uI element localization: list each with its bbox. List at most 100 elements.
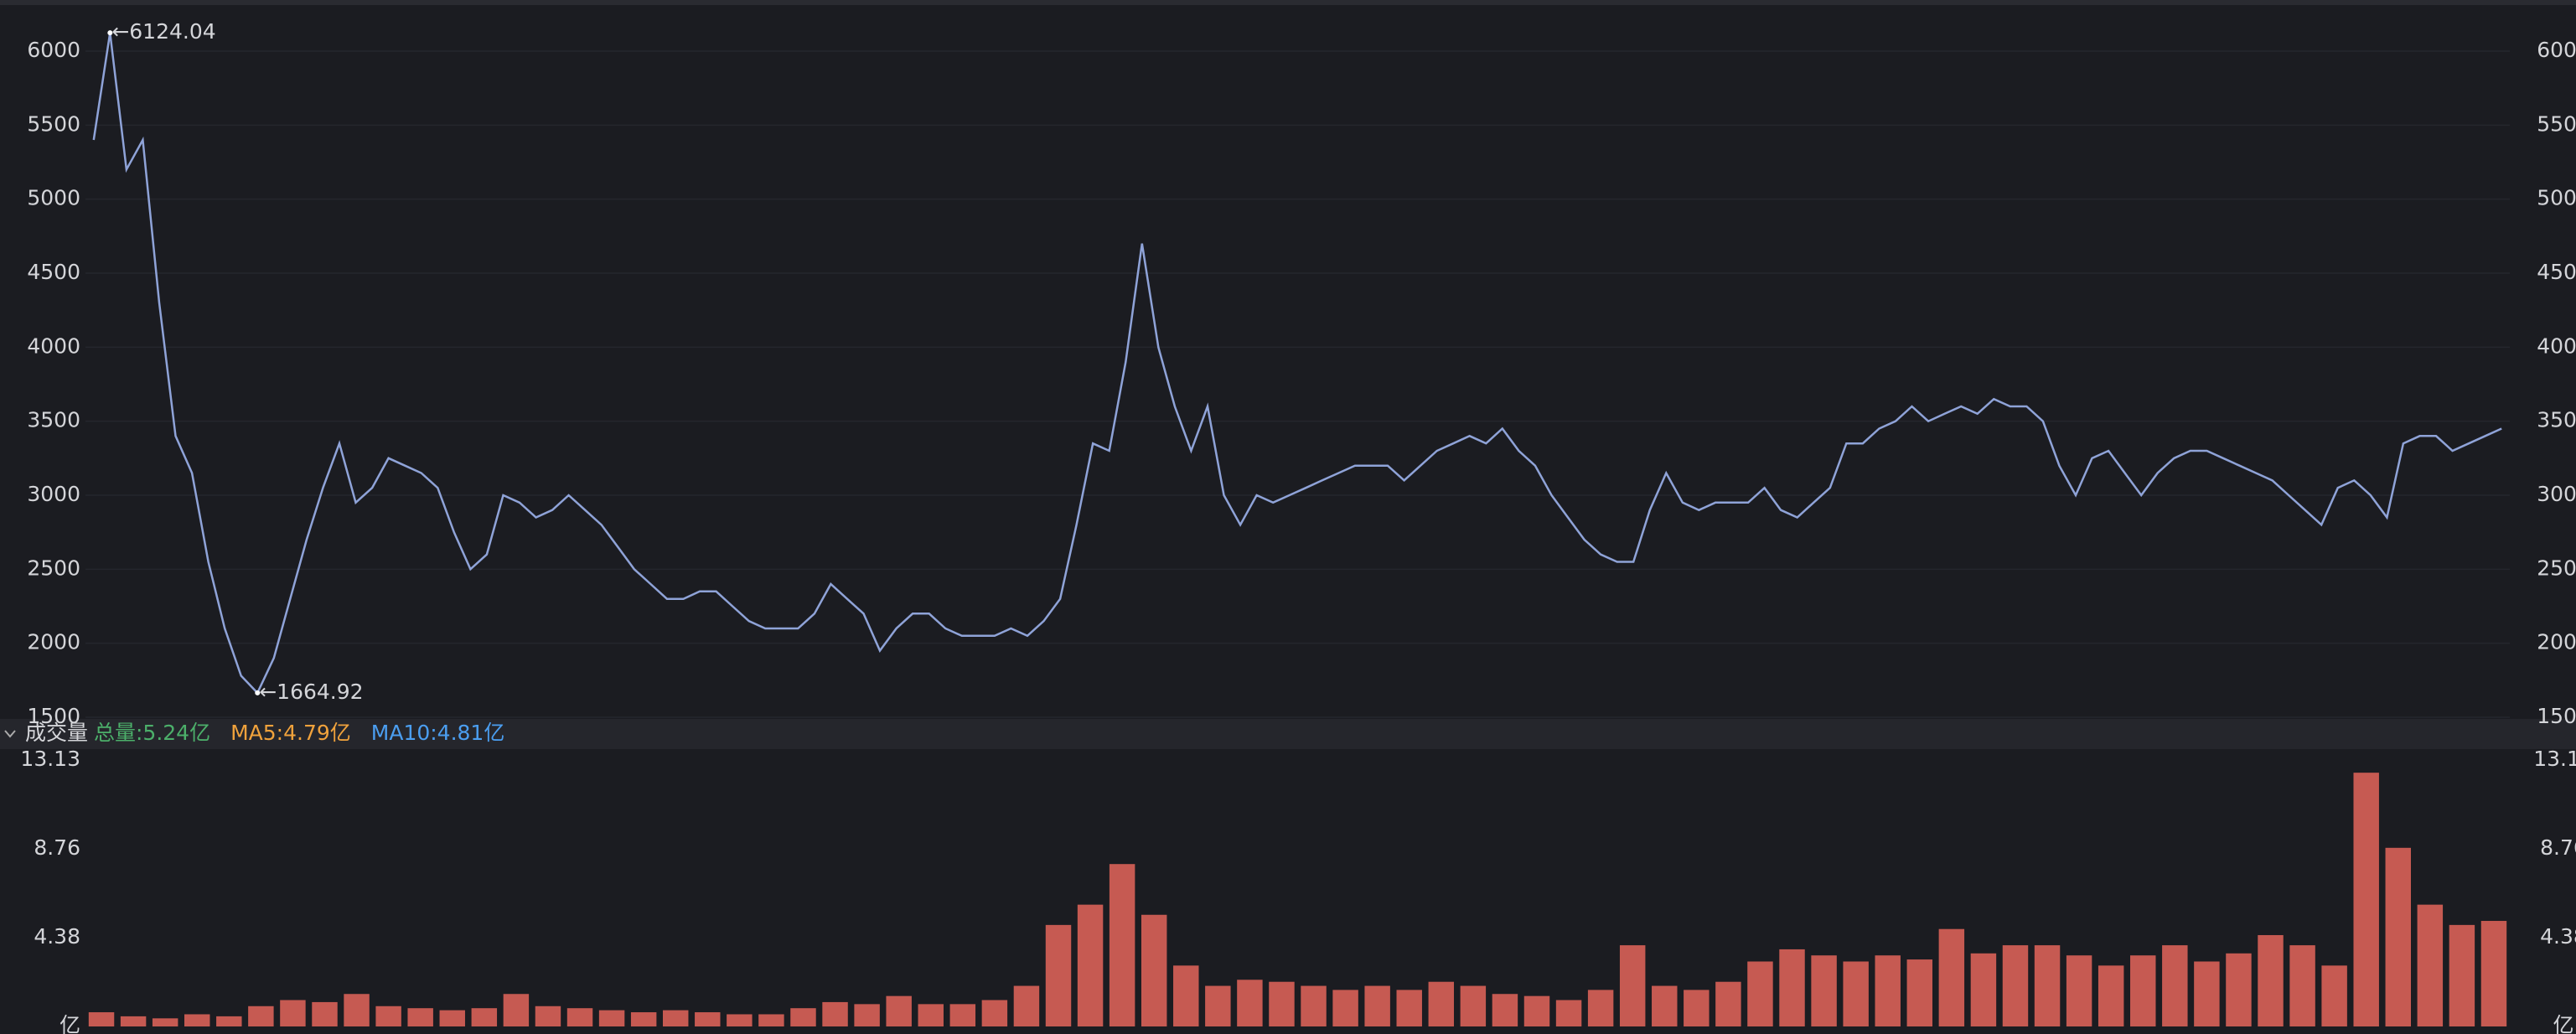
- volume-bar: [1460, 985, 1487, 1026]
- volume-bar: [535, 1006, 561, 1026]
- volume-bar: [918, 1004, 944, 1026]
- volume-bar: [981, 1000, 1008, 1026]
- volume-bar: [312, 1001, 338, 1026]
- legend-entry: MA10:4.81亿: [371, 721, 505, 745]
- legend-entry: MA5:4.79亿: [230, 721, 351, 745]
- volume-bar: [1109, 864, 1135, 1026]
- volume-bar: [1364, 985, 1390, 1026]
- volume-bar: [598, 1010, 625, 1026]
- y-tick-label-right: 6000: [2537, 38, 2576, 62]
- y-tick-label-right: 2000: [2537, 630, 2576, 654]
- y-tick-label: 1500: [27, 704, 80, 728]
- volume-bar: [1555, 1000, 1582, 1026]
- top-bar: [0, 0, 2576, 5]
- y-tick-label: 3000: [27, 482, 80, 506]
- volume-bar: [1269, 981, 1295, 1026]
- y-tick-label-right: 2500: [2537, 556, 2576, 580]
- volume-bar: [120, 1016, 147, 1026]
- volume-bar: [1141, 914, 1167, 1026]
- volume-bar: [1492, 994, 1518, 1026]
- volume-bar: [1332, 990, 1358, 1026]
- y-tick-label: 6000: [27, 38, 80, 62]
- y-tick-label: 5000: [27, 186, 80, 210]
- volume-bar: [1684, 990, 1710, 1026]
- volume-bar: [2417, 904, 2444, 1026]
- volume-bar: [758, 1014, 784, 1026]
- y-tick-label-right: 1500: [2537, 704, 2576, 728]
- y-tick-label: 2000: [27, 630, 80, 654]
- volume-title: 成交量: [25, 721, 88, 745]
- volume-bar: [2098, 965, 2124, 1026]
- volume-bar: [1523, 995, 1550, 1026]
- y-tick-label-right: 4.38: [2540, 924, 2576, 949]
- volume-bar: [1045, 924, 1072, 1026]
- volume-bar: [1779, 949, 1805, 1026]
- volume-bar: [1843, 961, 1869, 1026]
- volume-bar: [2034, 945, 2061, 1026]
- volume-bar: [630, 1012, 657, 1026]
- volume-bar: [2321, 965, 2347, 1026]
- volume-bar: [407, 1008, 433, 1026]
- annotation-label: ←6124.04: [111, 19, 215, 44]
- volume-bar: [1396, 990, 1422, 1026]
- volume-bar: [1205, 985, 1231, 1026]
- volume-bar: [248, 1006, 274, 1026]
- annotation-point: [255, 690, 261, 695]
- volume-bar: [2194, 961, 2220, 1026]
- volume-bar: [2480, 921, 2507, 1026]
- volume-bar: [1906, 959, 1933, 1026]
- y-tick-label-right: 8.76: [2540, 835, 2576, 860]
- volume-bar: [1938, 928, 1965, 1026]
- y-tick-label: 4000: [27, 333, 80, 358]
- volume-bar: [2353, 773, 2379, 1026]
- volume-bar: [375, 1006, 401, 1026]
- y-tick-label-right: 4000: [2537, 333, 2576, 358]
- y-tick-label: 4500: [27, 260, 80, 284]
- volume-bar: [471, 1008, 498, 1026]
- volume-bar: [854, 1004, 880, 1026]
- y-tick-label: 13.13: [20, 747, 80, 771]
- volume-bar: [727, 1014, 753, 1026]
- volume-bar: [2162, 945, 2188, 1026]
- y-tick-label-right: 3500: [2537, 408, 2576, 432]
- volume-bar: [2385, 847, 2411, 1026]
- y-tick-label: 8.76: [34, 835, 80, 860]
- y-tick-label-right: 5500: [2537, 111, 2576, 136]
- y-tick-label-right: 4500: [2537, 260, 2576, 284]
- volume-bar: [1715, 981, 1741, 1026]
- price-line: [92, 32, 2502, 695]
- volume-bar: [822, 1001, 848, 1026]
- y-tick-label: 5500: [27, 111, 80, 136]
- volume-bar: [439, 1010, 465, 1026]
- volume-bar: [1970, 953, 1997, 1026]
- volume-bar: [280, 1000, 306, 1026]
- volume-bar: [1747, 961, 1773, 1026]
- volume-bar: [2289, 945, 2315, 1026]
- volume-bar: [184, 1014, 210, 1026]
- annotation-label: ←1664.92: [259, 680, 363, 704]
- volume-bar: [2258, 934, 2284, 1026]
- y-tick-label: 3500: [27, 408, 80, 432]
- volume-bar: [88, 1012, 115, 1026]
- volume-bar: [1619, 945, 1646, 1026]
- annotation-point: [107, 30, 113, 36]
- y-tick-label-right: 亿: [2553, 1013, 2573, 1034]
- y-tick-label: 4.38: [34, 924, 80, 949]
- volume-header: [0, 719, 2576, 749]
- y-tick-label-right: 3000: [2537, 482, 2576, 506]
- collapse-icon[interactable]: [4, 730, 16, 738]
- volume-bar: [695, 1012, 721, 1026]
- volume-bar: [1173, 965, 1199, 1026]
- volume-bar: [2002, 945, 2029, 1026]
- volume-bar: [344, 994, 370, 1026]
- volume-bar: [503, 994, 530, 1026]
- volume-bar: [2130, 955, 2156, 1026]
- volume-bar: [1428, 981, 1455, 1026]
- volume-bar: [1875, 955, 1901, 1026]
- volume-bar: [2066, 955, 2092, 1026]
- volume-bar: [662, 1010, 689, 1026]
- volume-bar: [1301, 985, 1327, 1026]
- y-tick-label-right: 13.13: [2533, 747, 2576, 771]
